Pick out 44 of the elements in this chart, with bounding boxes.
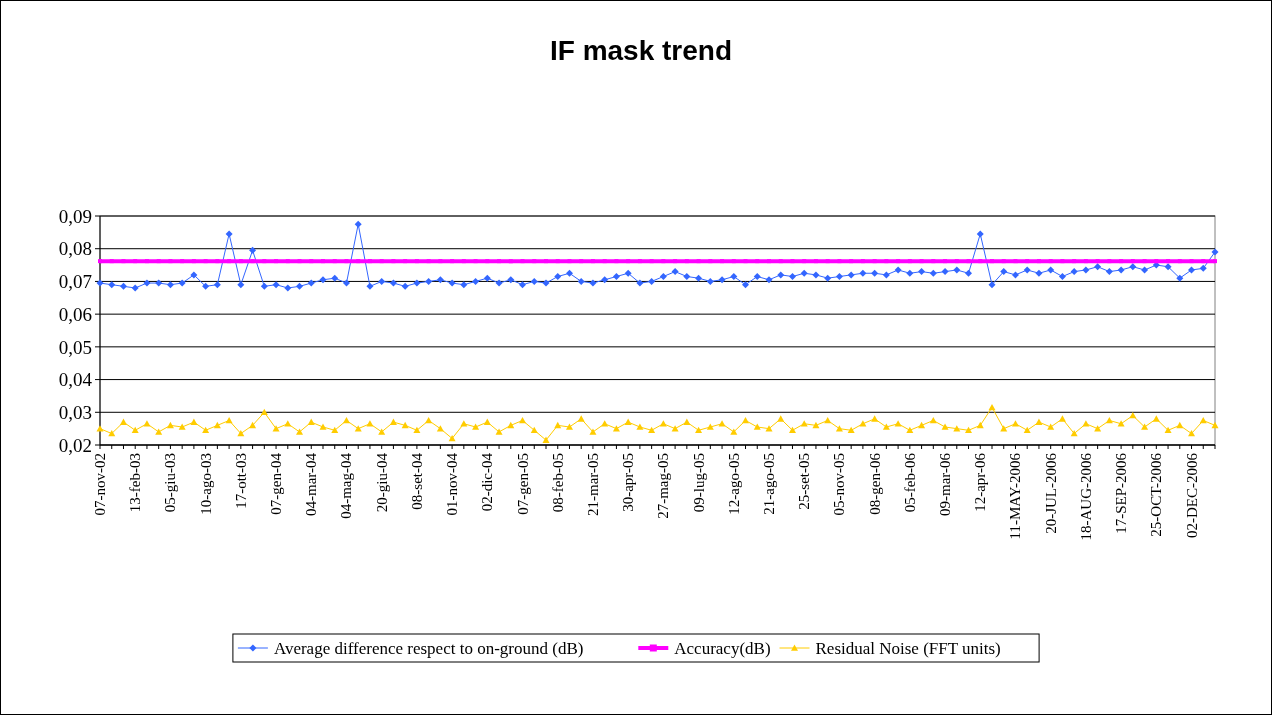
- x-tick-label: 30-apr-05: [620, 453, 637, 512]
- x-tick-label: 05-nov-05: [831, 453, 848, 516]
- x-tick-label: 11-MAY-2006: [1007, 452, 1024, 540]
- x-tick-label: 10-ago-03: [197, 453, 214, 515]
- y-tick-label: 0,02: [58, 434, 92, 456]
- x-tick-label: 27-mag-05: [655, 453, 672, 519]
- legend-label: Average difference respect to on-ground (dB): [273, 638, 584, 658]
- x-tick-label: 18-AUG-2006: [1077, 452, 1094, 541]
- chart-title: IF mask trend: [549, 35, 733, 66]
- x-tick-label: 09-lug-05: [690, 453, 707, 513]
- x-tick-label: 01-nov-04: [444, 452, 461, 516]
- x-tick-label: 08-feb-05: [549, 453, 566, 513]
- x-tick-label: 09-mar-06: [937, 452, 954, 517]
- x-tick-label: 07-gen-04: [268, 452, 285, 515]
- x-tick-label: 05-giu-03: [162, 453, 179, 513]
- x-tick-label: 04-mag-04: [338, 452, 355, 519]
- x-tick-label: 02-dic-04: [479, 452, 496, 512]
- x-tick-label: 07-nov-02: [92, 453, 108, 516]
- x-tick-label: 21-mar-05: [584, 453, 601, 517]
- y-tick-label: 0,06: [58, 303, 92, 325]
- x-tick-label: 17-SEP-2006: [1113, 452, 1130, 534]
- y-tick-label: 0,04: [58, 369, 93, 391]
- x-tick-label: 20-JUL-2006: [1042, 452, 1059, 534]
- x-tick-label: 12-apr-06: [972, 452, 989, 512]
- x-tick-label: 08-gen-06: [866, 452, 883, 515]
- x-tick-label: 02-DEC-2006: [1183, 452, 1200, 538]
- x-tick-label: 25-OCT-2006: [1148, 452, 1165, 537]
- legend-label: Accuracy(dB): [674, 638, 771, 658]
- x-tick-label: 20-giu-04: [373, 452, 390, 513]
- y-tick-label: 0,09: [58, 205, 92, 227]
- x-tick-label: 13-feb-03: [127, 453, 144, 513]
- x-tick-label: 17-ott-03: [232, 453, 249, 509]
- x-tick-label: 05-feb-06: [901, 452, 918, 513]
- x-tick-label: 08-set-04: [408, 452, 425, 510]
- y-tick-label: 0,03: [58, 401, 92, 423]
- x-tick-label: 12-ago-05: [725, 453, 742, 515]
- x-tick-label: 04-mar-04: [303, 452, 320, 517]
- x-tick-label: 21-ago-05: [761, 453, 777, 515]
- y-tick-label: 0,07: [58, 271, 92, 293]
- y-tick-label: 0,05: [58, 336, 92, 358]
- x-tick-label: 25-set-05: [796, 453, 813, 510]
- x-tick-label: 07-gen-05: [514, 453, 531, 515]
- y-tick-label: 0,08: [58, 238, 92, 260]
- legend-label: Residual Noise (FFT units): [815, 638, 1001, 658]
